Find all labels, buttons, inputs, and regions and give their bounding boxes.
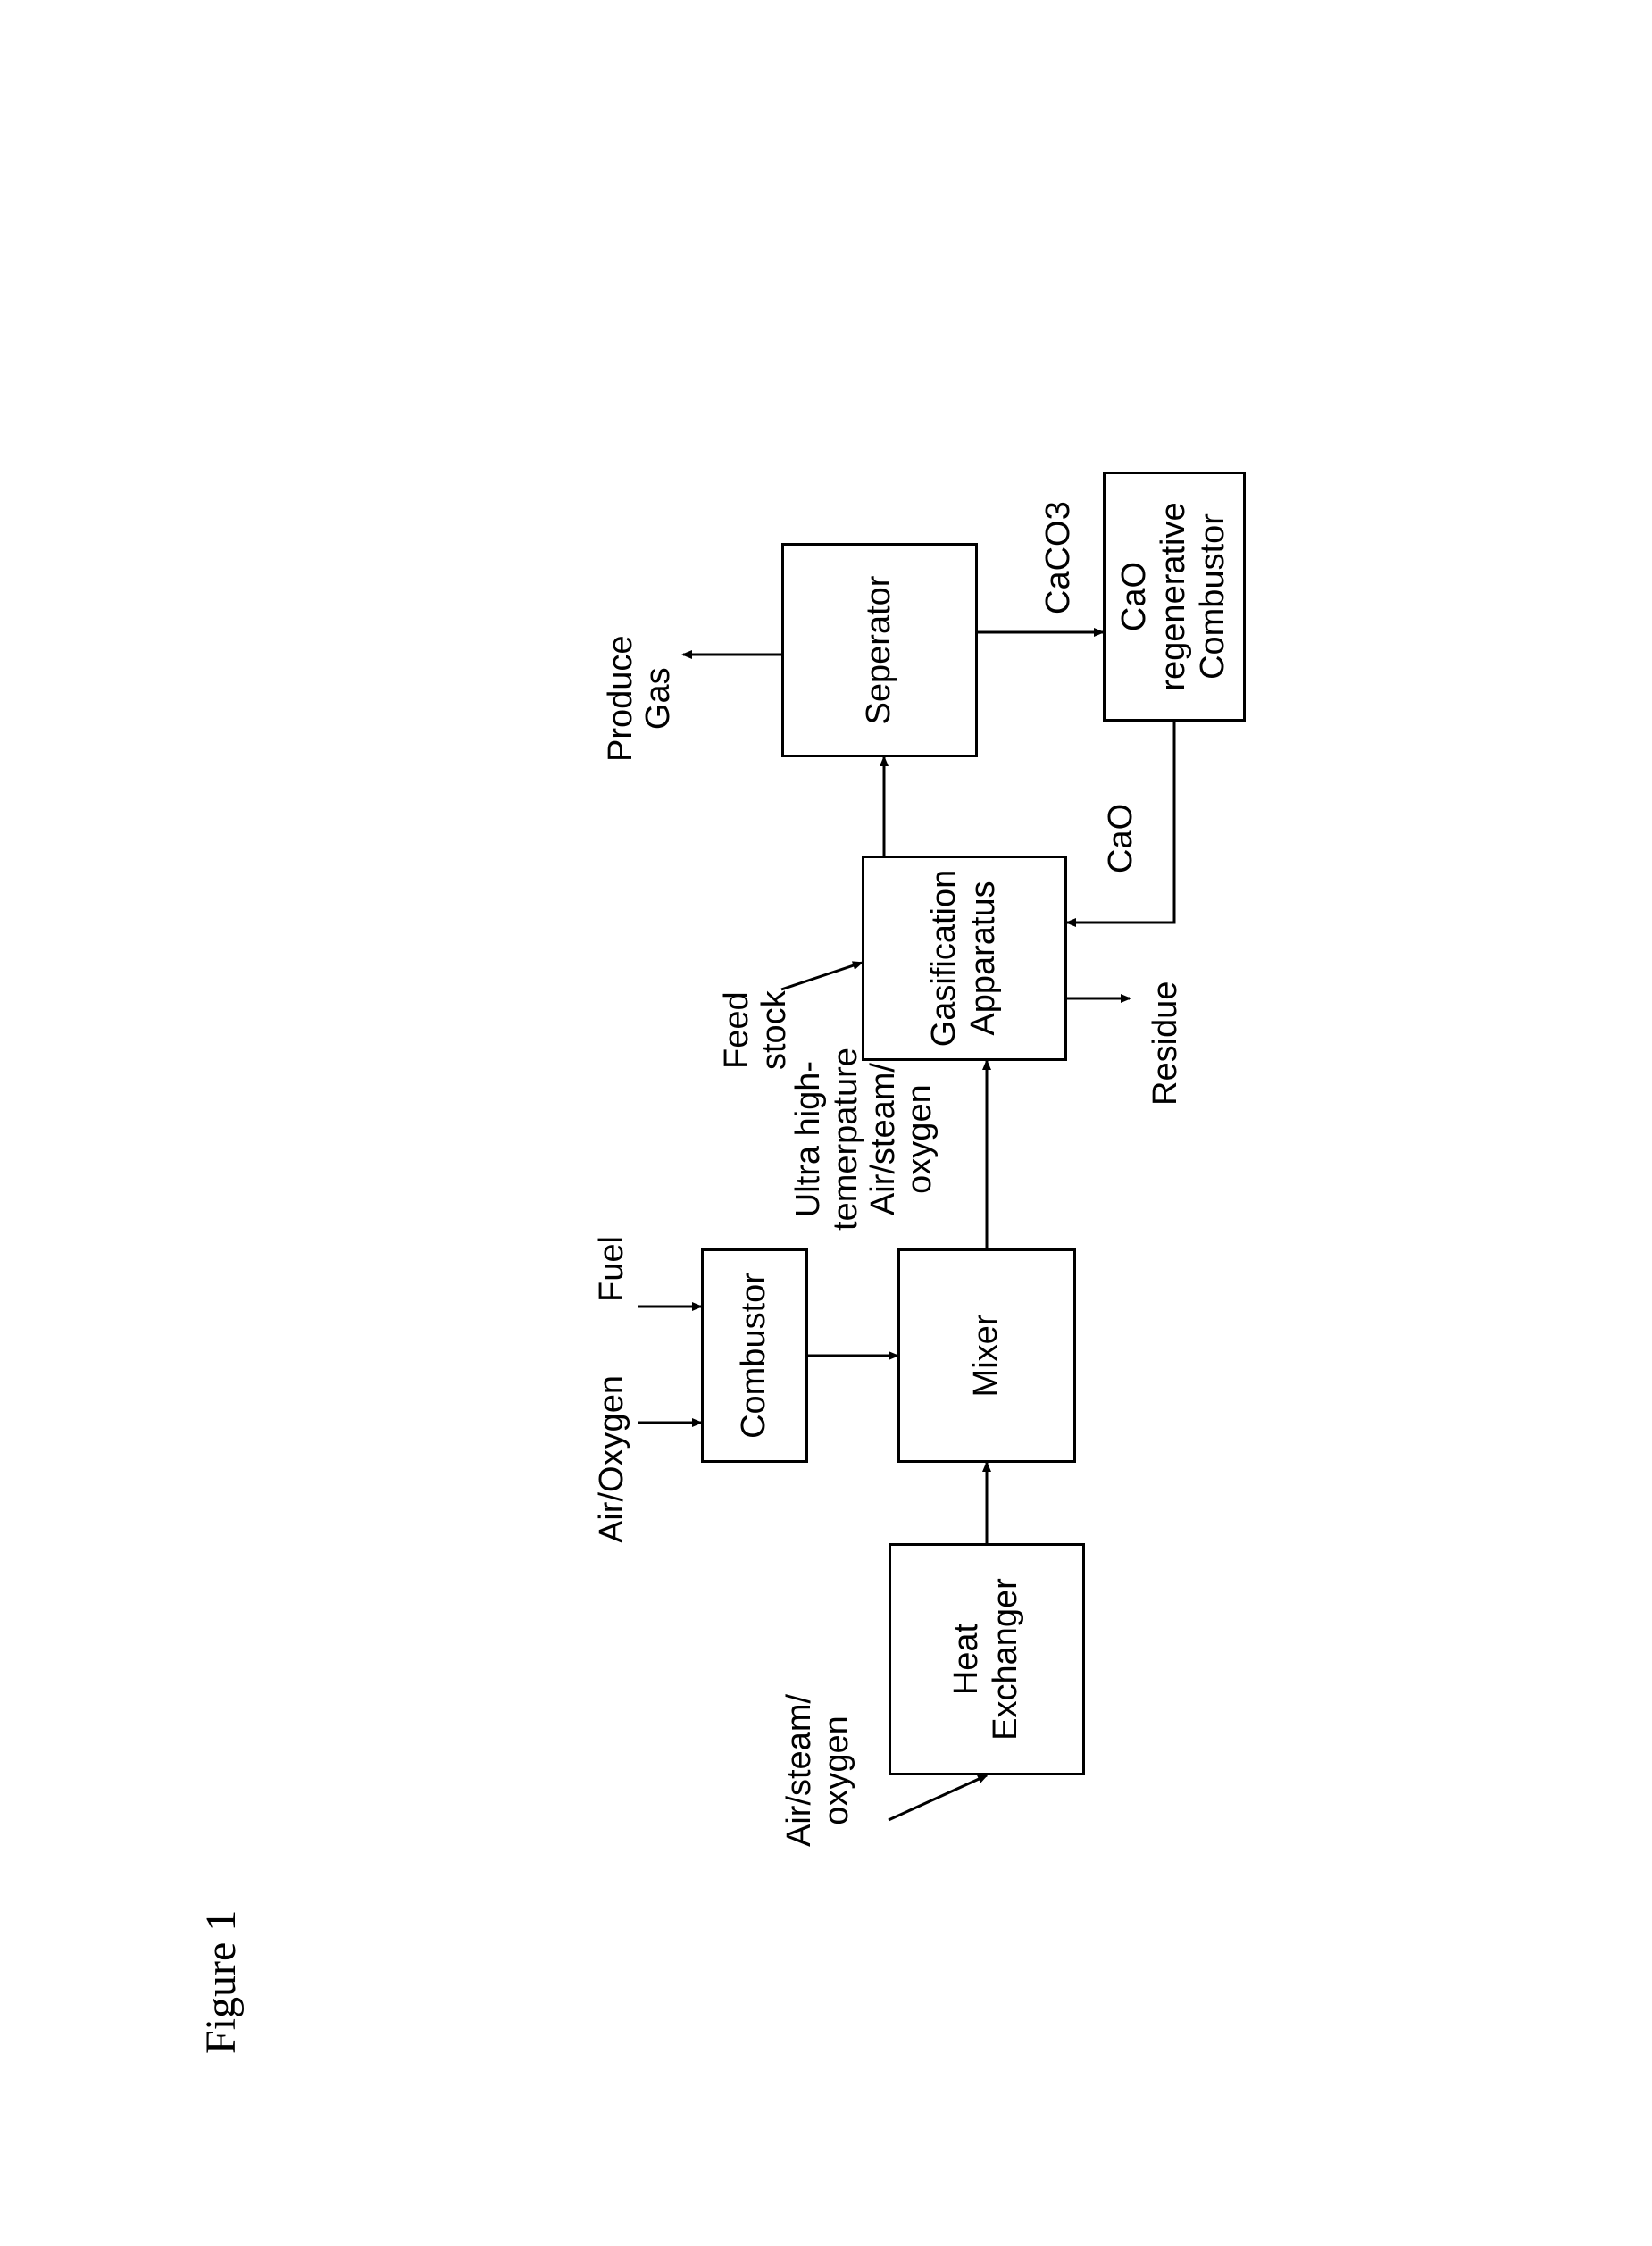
node-separator-label: Seperator: [860, 575, 899, 724]
edge-feedstock-to-gasif: [781, 963, 862, 989]
node-gasification-label: Gasification Apparatus: [925, 869, 1003, 1047]
edge-in-to-heat-exchanger: [889, 1775, 987, 1820]
label-cao: CaO: [1103, 803, 1140, 873]
node-cao_regen: CaO regenerative Combustor: [1103, 472, 1246, 722]
node-cao_regen-label: CaO regenerative Combustor: [1115, 502, 1232, 690]
page: Heat Exchanger Mixer Combustor Gasification…: [0, 0, 1652, 2246]
node-heat_exchanger: Heat Exchanger: [889, 1543, 1085, 1775]
label-feed_stock: Feed stock: [719, 990, 794, 1070]
label-produce_gas: Produce Gas: [603, 635, 678, 762]
node-mixer-label: Mixer: [967, 1314, 1006, 1397]
node-gasification: Gasification Apparatus: [862, 856, 1067, 1061]
node-combustor-label: Combustor: [735, 1273, 774, 1439]
label-fuel: Fuel: [594, 1236, 631, 1302]
label-air_oxygen: Air/Oxygen: [594, 1375, 631, 1543]
diagram-rotated-wrap: Heat Exchanger Mixer Combustor Gasification…: [388, 364, 1264, 1883]
label-caco3: CaCO3: [1040, 501, 1078, 614]
label-ultra_high: Ultra high- temerpature Air/steam/ oxyge…: [790, 1048, 939, 1231]
label-residue: Residue: [1147, 981, 1185, 1105]
node-separator: Seperator: [781, 543, 978, 757]
figure-caption: Figure 1: [196, 1910, 246, 2054]
label-air_steam_oxygen_in: Air/steam/ oxygen: [781, 1693, 856, 1846]
node-heat_exchanger-label: Heat Exchanger: [947, 1578, 1025, 1741]
node-mixer: Mixer: [897, 1248, 1076, 1463]
node-combustor: Combustor: [701, 1248, 808, 1463]
